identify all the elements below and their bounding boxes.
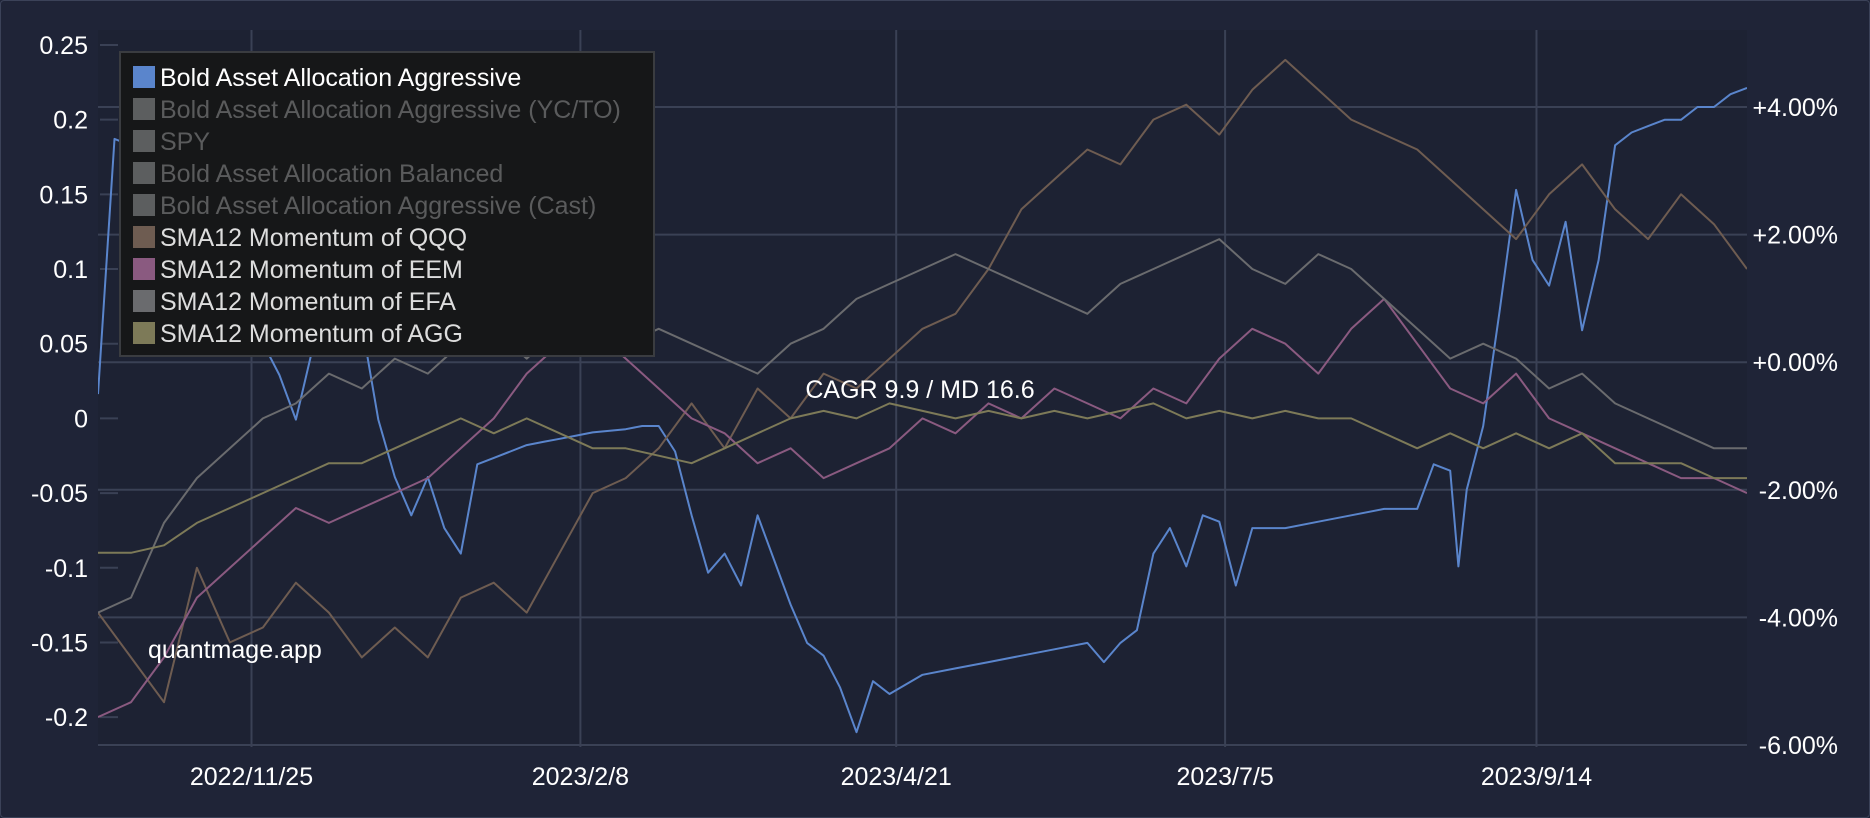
- legend-swatch[interactable]: [133, 162, 155, 184]
- legend-item-label[interactable]: SMA12 Momentum of EEM: [160, 256, 463, 284]
- legend-item-label[interactable]: Bold Asset Allocation Aggressive (YC/TO): [160, 96, 621, 124]
- series-line-6: [98, 297, 1747, 719]
- y-left-tick-label: -0.2: [45, 704, 88, 732]
- series-lines: [98, 58, 1747, 734]
- legend-item-label[interactable]: Bold Asset Allocation Aggressive (Cast): [160, 192, 596, 220]
- y-left-tick-label: 0: [74, 405, 88, 433]
- legend-item-label[interactable]: SMA12 Momentum of QQQ: [160, 224, 467, 252]
- legend-item-label[interactable]: SMA12 Momentum of EFA: [160, 288, 456, 316]
- x-tick-label: 2023/2/8: [532, 763, 629, 791]
- x-tick-label: 2023/4/21: [841, 763, 952, 791]
- y-left-tick-label: -0.05: [31, 480, 88, 508]
- x-tick-label: 2023/9/14: [1481, 763, 1592, 791]
- y-left-axis: 0.25 0.2 0.15 0.1 0.05 0 -0.05 -0.1 -0.15 -0.2: [31, 32, 88, 732]
- legend-box: [119, 51, 655, 357]
- legend-swatch[interactable]: [133, 98, 155, 120]
- legend-item-label[interactable]: Bold Asset Allocation Balanced: [160, 160, 503, 188]
- y-right-axis: +4.00% +2.00% +0.00% -2.00% -4.00% -6.00%: [1753, 94, 1839, 760]
- y-left-tick-label: 0.1: [53, 256, 88, 284]
- series-line-5: [98, 58, 1747, 704]
- cagr-annotation: CAGR 9.9 / MD 16.6: [805, 376, 1034, 404]
- series-line-8: [98, 402, 1747, 554]
- y-left-tick-label: 0.05: [39, 331, 88, 359]
- y-right-tick-label: +0.00%: [1753, 349, 1839, 377]
- y-right-tick-label: -4.00%: [1759, 604, 1838, 632]
- series-line-0: [98, 86, 1747, 734]
- legend-item-label[interactable]: SMA12 Momentum of AGG: [160, 320, 463, 348]
- legend-swatch[interactable]: [133, 322, 155, 344]
- x-axis: 2022/11/25 2023/2/8 2023/4/21 2023/7/5 2023/…: [190, 763, 1592, 791]
- y-left-tick-label: 0.15: [39, 181, 88, 209]
- legend-swatch[interactable]: [133, 194, 155, 216]
- legend-swatch[interactable]: [133, 130, 155, 152]
- y-right-tick-label: +4.00%: [1753, 94, 1839, 122]
- y-right-tick-label: -2.00%: [1759, 477, 1838, 505]
- legend-swatch[interactable]: [133, 290, 155, 312]
- y-left-tick-label: -0.1: [45, 555, 88, 583]
- y-left-tick-label: -0.15: [31, 629, 88, 657]
- y-left-tick-label: 0.25: [39, 32, 88, 60]
- legend-item-label[interactable]: SPY: [160, 128, 210, 156]
- y-right-tick-label: +2.00%: [1753, 222, 1839, 250]
- legend-item-label[interactable]: Bold Asset Allocation Aggressive: [160, 64, 521, 92]
- x-tick-label: 2022/11/25: [190, 763, 313, 791]
- y-right-tick-label: -6.00%: [1759, 732, 1838, 760]
- x-tick-label: 2023/7/5: [1176, 763, 1273, 791]
- legend: Bold Asset Allocation Aggressive Bold Ass…: [119, 51, 655, 357]
- series-line-7: [98, 238, 1747, 614]
- legend-swatch[interactable]: [133, 226, 155, 248]
- legend-swatch[interactable]: [133, 258, 155, 280]
- y-left-tick-label: 0.2: [53, 107, 88, 135]
- watermark: quantmage.app: [148, 636, 322, 664]
- legend-swatch[interactable]: [133, 66, 155, 88]
